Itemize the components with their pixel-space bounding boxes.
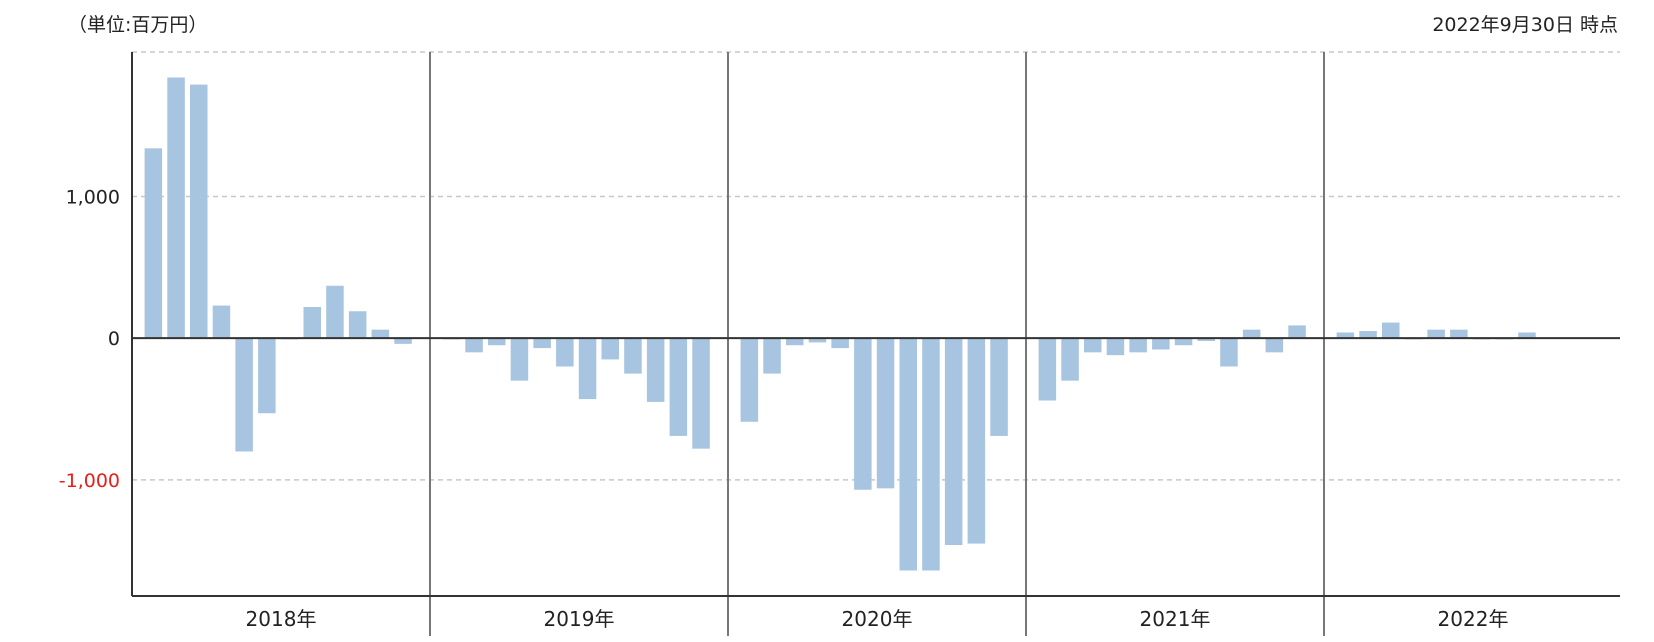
bar [601, 338, 619, 360]
unit-label: （単位:百万円） [68, 14, 208, 36]
bar [922, 338, 940, 571]
bar [371, 329, 390, 339]
bar [212, 305, 231, 339]
bar [1197, 338, 1215, 341]
bar [646, 338, 665, 402]
bar [669, 338, 688, 436]
bar [1336, 332, 1355, 339]
bar [786, 338, 804, 346]
bar [1220, 338, 1238, 367]
bar [578, 338, 597, 400]
y-tick-label: 1,000 [66, 187, 120, 209]
bar [144, 148, 163, 339]
y-tick-label: -1,000 [59, 470, 120, 492]
bar [1427, 329, 1445, 339]
bar [510, 338, 529, 381]
bar [1106, 338, 1125, 356]
bar [854, 338, 872, 490]
bar [808, 338, 827, 343]
bar [1084, 338, 1102, 353]
bar [394, 338, 412, 344]
bar [348, 311, 367, 339]
bar [235, 338, 253, 452]
bar [1288, 325, 1306, 339]
bar [990, 338, 1008, 436]
x-year-label: 2019年 [544, 607, 615, 631]
bar [692, 338, 710, 449]
bar [533, 338, 551, 349]
bar [190, 84, 208, 339]
bar [465, 338, 483, 353]
x-year-label: 2022年 [1438, 607, 1509, 631]
bar [1242, 329, 1261, 339]
bar [326, 285, 344, 339]
bar [1359, 331, 1377, 339]
bar [1061, 338, 1079, 381]
bar [944, 338, 963, 545]
bar [167, 77, 185, 339]
x-year-label: 2021年 [1140, 607, 1211, 631]
bar [1174, 338, 1193, 346]
x-year-label: 2020年 [842, 607, 913, 631]
bar [1382, 322, 1400, 339]
bar [763, 338, 781, 374]
bar [1265, 338, 1284, 353]
bar [1152, 338, 1170, 350]
bar [303, 307, 321, 339]
bar [831, 338, 849, 349]
bar [1450, 329, 1468, 339]
y-tick-label: 0 [108, 328, 120, 350]
bar [556, 338, 574, 367]
bar [258, 338, 276, 414]
bar [899, 338, 917, 571]
bar [624, 338, 642, 374]
bar [740, 338, 759, 422]
bar [876, 338, 895, 489]
bar [1038, 338, 1057, 401]
bar [967, 338, 986, 544]
bar [1518, 332, 1536, 339]
bar [1129, 338, 1147, 353]
bar [488, 338, 506, 346]
as-of-date: 2022年9月30日 時点 [1432, 14, 1618, 36]
x-year-label: 2018年 [246, 607, 317, 631]
